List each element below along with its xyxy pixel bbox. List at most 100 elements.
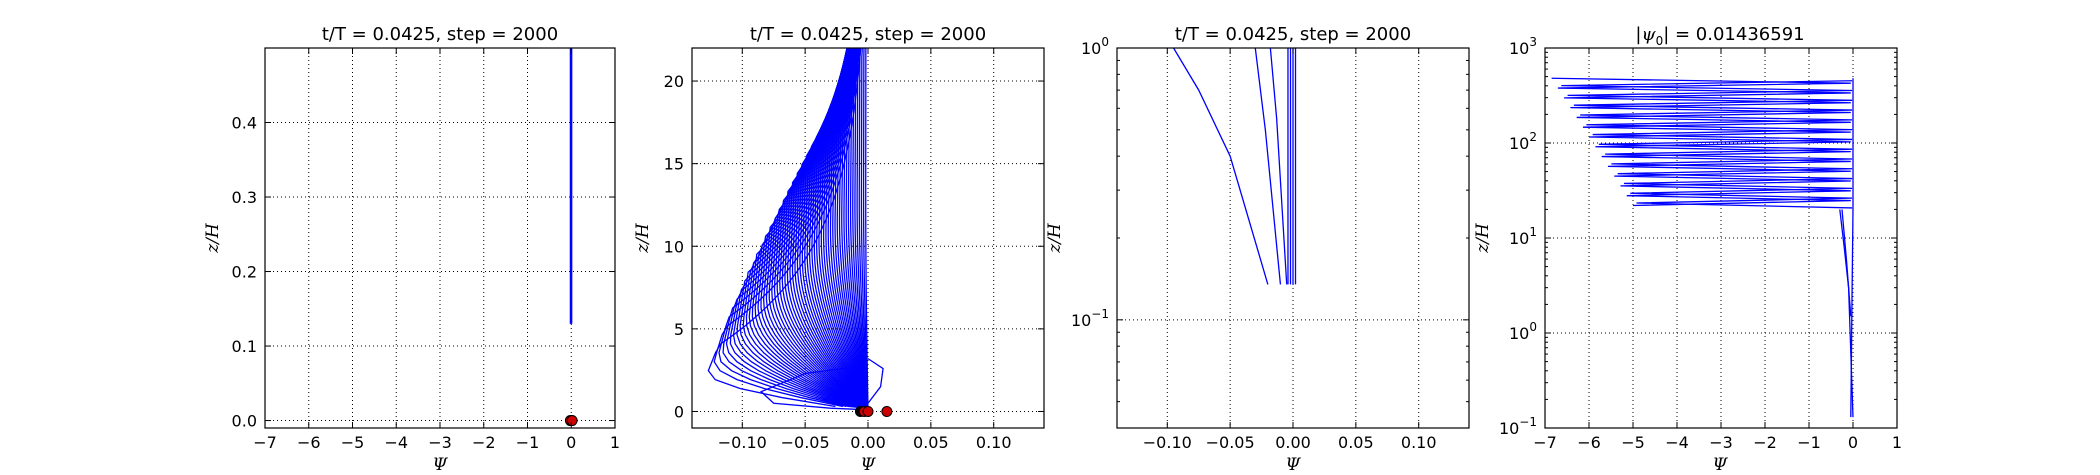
panel-2-fan-line <box>838 48 868 407</box>
panel-4-xtick-label: −2 <box>1753 433 1777 452</box>
panel-2-fan-line <box>847 48 868 407</box>
panel-1-ytick-label: 0.2 <box>232 263 257 282</box>
panel-4-xtick-label: −6 <box>1577 433 1601 452</box>
panel-2-xlabel: Ψ <box>861 455 877 475</box>
panel-4-xtick-label: −7 <box>1533 433 1557 452</box>
panel-4-ytick-label: 103 <box>1509 35 1537 58</box>
panel-2-fan-line <box>829 48 867 407</box>
panel-2-xtick-label: 0.10 <box>976 433 1012 452</box>
panel-2-ytick-label: 0 <box>674 402 684 421</box>
panel-2: t/T = 0.0425, step = 2000 Ψ z/H −0.10 −0.… <box>633 24 1045 475</box>
panel-2-fan-line <box>713 48 861 408</box>
panel-2-ytick-label: 15 <box>664 155 684 174</box>
panel-2-fan-line <box>854 48 869 407</box>
panel-3-xlabel: Ψ <box>1286 455 1302 475</box>
panel-4-xtick-label: 0 <box>1848 433 1858 452</box>
panel-4-xtick-label: −5 <box>1621 433 1645 452</box>
panel-4-xtick-label: 1 <box>1892 433 1902 452</box>
panel-1-marker <box>566 415 578 427</box>
panel-1-ytick-label: 0.1 <box>232 337 257 356</box>
panel-1-xtick-label: −5 <box>341 433 365 452</box>
panel-4-xtick-label: −4 <box>1665 433 1689 452</box>
panel-2-ytick-label: 5 <box>674 320 684 339</box>
panel-4-ytick-label: 100 <box>1509 320 1537 343</box>
panel-4-series-line <box>1841 209 1852 317</box>
panel-1-xtick-label: −6 <box>297 433 321 452</box>
panel-1-xtick-label: 0 <box>566 433 576 452</box>
panel-1-ylabel: z/H <box>203 222 223 254</box>
panel-4-series-line <box>1850 78 1854 418</box>
panel-1-ytick-label: 0.3 <box>232 188 257 207</box>
panel-2-fan-line <box>841 48 868 407</box>
panel-4: |ψ0| = 0.01436591 Ψ z/H −7 −6 −5 −4 −3 −2 −1 0 1… <box>1473 24 1902 475</box>
panel-4-zigzag-line <box>1561 80 1853 209</box>
panel-2-fan-line <box>832 48 868 407</box>
panel-3-xtick-label: 0.00 <box>1275 433 1311 452</box>
panel-4-xtick-label: −3 <box>1709 433 1733 452</box>
panel-1-xlabel: Ψ <box>433 455 449 475</box>
panel-1-xtick-label: −2 <box>472 433 496 452</box>
panel-2-ytick-label: 10 <box>664 237 684 256</box>
panel-2-marker <box>862 405 874 417</box>
panel-2-fan-line <box>762 48 861 408</box>
panel-4-ylabel: z/H <box>1473 222 1493 254</box>
panel-2-ytick-label: 20 <box>664 72 684 91</box>
panel-4-ytick-label: 102 <box>1509 130 1537 153</box>
panel-1-data <box>569 48 573 324</box>
panel-1-xtick-label: −3 <box>428 433 452 452</box>
panel-2-fan-line <box>865 48 869 407</box>
panel-2-xtick-label: −0.10 <box>718 433 767 452</box>
panel-4-data <box>1551 77 1854 418</box>
panel-1-title: t/T = 0.0425, step = 2000 <box>322 24 558 45</box>
panel-4-xtick-label: −1 <box>1797 433 1821 452</box>
panel-3-data <box>1173 48 1297 285</box>
panel-1-xtick-label: −4 <box>384 433 408 452</box>
panel-2-fan-line <box>858 48 869 407</box>
panel-1: t/T = 0.0425, step = 2000 Ψ z/H −7 −6 −5 −4… <box>203 24 620 475</box>
panel-1-xtick-label: 1 <box>610 433 620 452</box>
panel-1-ytick-label: 0.0 <box>232 412 257 431</box>
panel-2-fan-line <box>843 48 868 407</box>
panel-2-data <box>707 48 884 411</box>
panel-2-series-line <box>867 358 884 404</box>
panel-2-xtick-label: 0.05 <box>913 433 949 452</box>
panel-3: t/T = 0.0425, step = 2000 Ψ z/H −0.10 −0.… <box>1045 24 1470 475</box>
panel-2-fan-line <box>836 48 868 407</box>
panel-2-series-line <box>759 364 869 411</box>
panel-2-xtick-label: 0.00 <box>850 433 886 452</box>
panel-4-ytick-label: 10−1 <box>1499 415 1537 438</box>
panel-4-xlabel: Ψ <box>1713 455 1729 475</box>
panel-2-fan-line <box>860 48 869 407</box>
panel-3-series-line <box>1269 48 1288 285</box>
panel-2-ylabel: z/H <box>633 222 653 254</box>
panel-2-fan-line <box>827 48 867 407</box>
panel-2-fan-line <box>852 48 869 407</box>
panel-3-xtick-label: 0.10 <box>1401 433 1437 452</box>
panel-3-ylabel: z/H <box>1045 222 1065 254</box>
panel-3-xtick-label: −0.10 <box>1143 433 1192 452</box>
panel-3-series-line <box>1173 48 1269 285</box>
panel-3-title: t/T = 0.0425, step = 2000 <box>1175 24 1411 45</box>
panel-2-fan-line <box>742 48 857 408</box>
panel-2-fan-line <box>849 48 868 407</box>
panel-2-fan-line <box>862 48 869 407</box>
panel-2-title: t/T = 0.0425, step = 2000 <box>750 24 986 45</box>
panel-2-marker <box>881 405 893 417</box>
panel-2-series-line <box>822 377 869 409</box>
panel-2-fan-line <box>771 48 862 408</box>
panel-3-series-line <box>1254 48 1282 285</box>
panel-4-title: |ψ0| = 0.01436591 <box>1635 24 1804 48</box>
panel-3-ytick-label: 10−1 <box>1071 307 1109 330</box>
panel-4-zigzag-line <box>1551 77 1851 207</box>
panel-1-xtick-label: −1 <box>516 433 540 452</box>
panel-2-fan-line <box>845 48 868 407</box>
panel-4-ytick-label: 101 <box>1509 225 1537 248</box>
panel-3-xtick-label: 0.05 <box>1338 433 1374 452</box>
panel-2-xtick-label: −0.05 <box>781 433 830 452</box>
panel-1-ytick-label: 0.4 <box>232 114 257 133</box>
panel-3-xtick-label: −0.05 <box>1206 433 1255 452</box>
panel-2-fan-line <box>856 48 869 407</box>
panel-3-ytick-label: 100 <box>1081 35 1109 58</box>
panel-1-xtick-label: −7 <box>253 433 277 452</box>
